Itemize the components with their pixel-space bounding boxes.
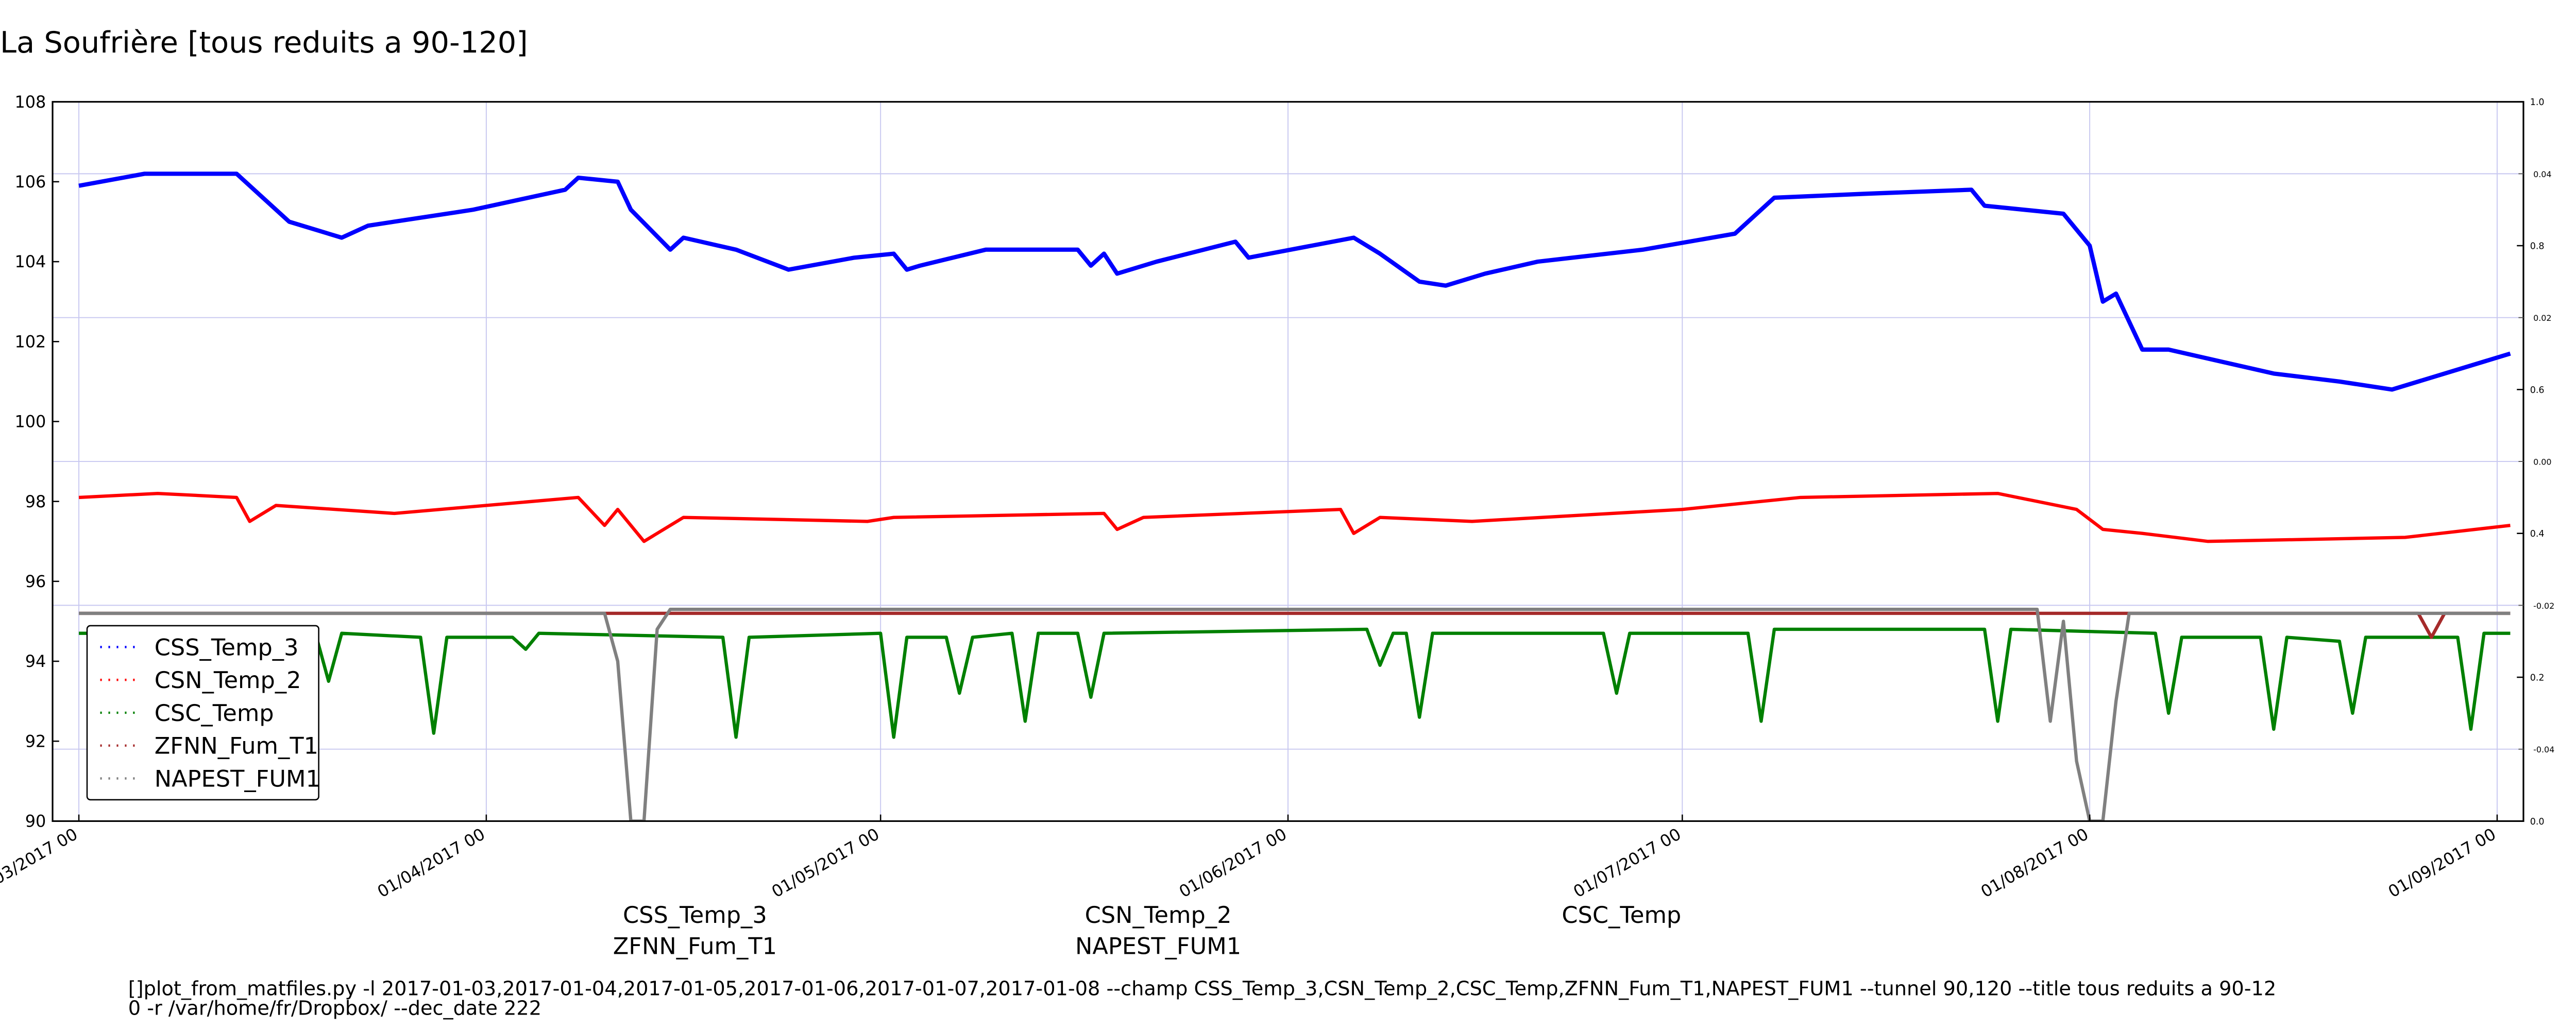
series-labels: CSS_Temp_3 CSN_Temp_2 CSC_Temp ZFNN_Fum_T1 N…: [613, 902, 1682, 960]
data-line: [78, 491, 2511, 543]
axes: 01/03/2017 00 01/04/2017 00 01/05/2017 00 0…: [0, 92, 2554, 902]
y2-tick-label: 1.0: [2530, 97, 2545, 108]
series-label: CSC_Temp: [1562, 902, 1681, 929]
y3-tick-label: 0.04: [2533, 169, 2552, 179]
chart-title: La Soufrière [tous reduits a 90-120]: [0, 25, 528, 60]
y3-tick-label: -0.04: [2533, 745, 2554, 754]
legend: CSS_Temp_3 CSN_Temp_2 CSC_Temp ZFNN_Fum_T1 N…: [86, 625, 320, 801]
y-tick-label: 106: [14, 172, 46, 192]
y2-tick-label: 0.6: [2530, 385, 2545, 396]
x-tick-label: 01/09/2017 00: [2385, 824, 2499, 901]
legend-label: CSN_Temp_2: [155, 667, 301, 694]
x-tick-label: 01/07/2017 00: [1570, 824, 1684, 901]
legend-label: CSC_Temp: [155, 700, 274, 727]
y3-tick-label: 0.02: [2533, 313, 2552, 323]
caption: 0 -r /var/home/fr/Dropbox/ --dec_date 22…: [128, 997, 541, 1020]
x-tick-label: 01/04/2017 00: [374, 824, 488, 901]
x-tick-label: 01/05/2017 00: [768, 824, 883, 901]
legend-label: ZFNN_Fum_T1: [155, 733, 318, 760]
legend-box: [86, 625, 319, 801]
x-tick-label: 01/06/2017 00: [1176, 824, 1290, 901]
series-label: ZFNN_Fum_T1: [613, 933, 777, 960]
caption: []plot_from_matfiles.py -l 2017-01-03,20…: [128, 977, 2277, 1000]
x-tick-label: 01/08/2017 00: [1977, 824, 2092, 901]
y2-tick-label: 0.0: [2530, 817, 2545, 827]
legend-label: CSS_Temp_3: [155, 634, 299, 661]
y-tick-label: 104: [14, 252, 46, 271]
y-tick-label: 100: [14, 412, 46, 432]
y-tick-label: 96: [25, 572, 46, 591]
y2-tick-label: 0.2: [2530, 673, 2545, 683]
data-line: [78, 171, 2511, 392]
plot-lines: [78, 171, 2511, 821]
y-tick-label: 108: [14, 92, 46, 112]
grid: [53, 101, 2523, 821]
y-tick-label: 90: [25, 812, 46, 831]
legend-label: NAPEST_FUM1: [155, 765, 320, 792]
y3-tick-label: -0.02: [2533, 601, 2554, 611]
y-tick-label: 94: [25, 651, 46, 671]
y2-tick-label: 0.8: [2530, 241, 2545, 251]
y-tick-label: 102: [14, 332, 46, 351]
y-tick-label: 98: [25, 492, 46, 511]
y-tick-label: 92: [25, 731, 46, 751]
y3-tick-label: 0.00: [2533, 457, 2552, 467]
series-label: CSS_Temp_3: [623, 902, 767, 929]
series-label: CSN_Temp_2: [1085, 902, 1232, 929]
series-label: NAPEST_FUM1: [1075, 933, 1241, 960]
y2-tick-label: 0.4: [2530, 529, 2545, 539]
data-line: [79, 607, 2511, 821]
data-line: [79, 627, 2511, 739]
x-tick-label: 01/03/2017 00: [0, 824, 81, 901]
